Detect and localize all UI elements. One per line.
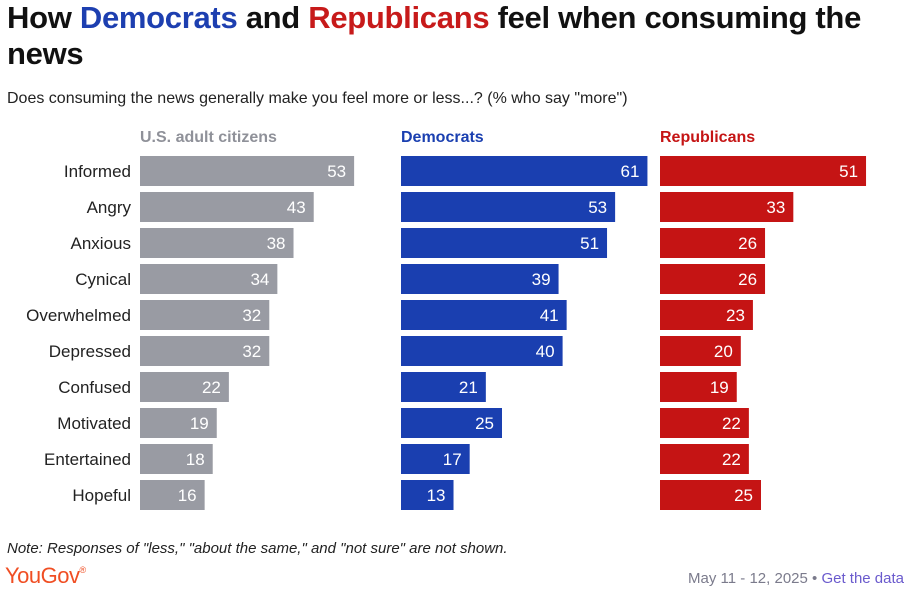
- value-label-adults-hopeful: 16: [178, 486, 197, 505]
- bar-republicans-hopeful: [660, 480, 761, 510]
- category-label-angry: Angry: [87, 198, 132, 217]
- category-label-entertained: Entertained: [44, 450, 131, 469]
- value-label-republicans-cynical: 26: [738, 270, 757, 289]
- bar-democrats-anxious: [401, 228, 608, 258]
- category-label-cynical: Cynical: [75, 270, 131, 289]
- value-label-democrats-overwhelmed: 41: [540, 306, 559, 325]
- logo-text: YouGov: [5, 563, 80, 588]
- value-label-republicans-angry: 33: [766, 198, 785, 217]
- bar-adults-confused: [140, 372, 229, 402]
- bar-democrats-motivated: [401, 408, 502, 438]
- value-label-democrats-confused: 21: [459, 378, 478, 397]
- bar-republicans-informed: [660, 156, 867, 186]
- category-label-confused: Confused: [58, 378, 131, 397]
- title-part-2: and: [237, 0, 309, 35]
- category-label-motivated: Motivated: [57, 414, 131, 433]
- category-label-overwhelmed: Overwhelmed: [26, 306, 131, 325]
- chart-subtitle: Does consuming the news generally make y…: [7, 90, 628, 107]
- title-republicans: Republicans: [308, 0, 490, 35]
- bar-adults-anxious: [140, 228, 294, 258]
- value-label-democrats-anxious: 51: [580, 234, 599, 253]
- category-label-anxious: Anxious: [71, 234, 131, 253]
- value-label-adults-depressed: 32: [242, 342, 261, 361]
- value-label-adults-overwhelmed: 32: [242, 306, 261, 325]
- series-header-adults: U.S. adult citizens: [140, 129, 277, 146]
- bar-republicans-confused: [660, 372, 737, 402]
- chart-title: How Democrats and Republicans feel when …: [7, 0, 907, 72]
- value-label-republicans-entertained: 22: [722, 450, 741, 469]
- bar-adults-informed: [140, 156, 355, 186]
- footer-separator: •: [807, 570, 822, 587]
- footer: May 11 - 12, 2025 • Get the data: [688, 570, 904, 587]
- bar-chart: Informed Angry Anxious Cynical Overwhelmed De…: [26, 129, 867, 510]
- value-label-democrats-motivated: 25: [475, 414, 494, 433]
- logo-mark: ®: [79, 565, 86, 575]
- bar-adults-overwhelmed: [140, 300, 270, 330]
- bar-democrats-entertained: [401, 444, 470, 474]
- value-label-democrats-hopeful: 13: [427, 486, 446, 505]
- value-label-adults-anxious: 38: [267, 234, 286, 253]
- bar-republicans-overwhelmed: [660, 300, 753, 330]
- bar-adults-angry: [140, 192, 314, 222]
- value-label-adults-entertained: 18: [186, 450, 205, 469]
- series-header-democrats: Democrats: [401, 129, 484, 146]
- value-label-democrats-cynical: 39: [532, 270, 551, 289]
- bar-republicans-cynical: [660, 264, 766, 294]
- title-part-1: How: [7, 0, 80, 35]
- value-label-republicans-confused: 19: [710, 378, 729, 397]
- value-label-adults-angry: 43: [287, 198, 306, 217]
- value-label-adults-informed: 53: [327, 162, 346, 181]
- category-label-hopeful: Hopeful: [72, 486, 131, 505]
- bar-adults-motivated: [140, 408, 217, 438]
- bar-republicans-depressed: [660, 336, 741, 366]
- bar-republicans-entertained: [660, 444, 749, 474]
- bar-democrats-confused: [401, 372, 486, 402]
- bar-democrats-overwhelmed: [401, 300, 567, 330]
- bar-democrats-angry: [401, 192, 616, 222]
- bar-democrats-cynical: [401, 264, 559, 294]
- series-header-republicans: Republicans: [660, 129, 755, 146]
- value-label-republicans-depressed: 20: [714, 342, 733, 361]
- bar-adults-depressed: [140, 336, 270, 366]
- bar-republicans-angry: [660, 192, 794, 222]
- value-label-republicans-hopeful: 25: [734, 486, 753, 505]
- bar-democrats-hopeful: [401, 480, 454, 510]
- value-label-adults-motivated: 19: [190, 414, 209, 433]
- value-label-adults-cynical: 34: [250, 270, 269, 289]
- bar-adults-cynical: [140, 264, 278, 294]
- title-part-3: feel when consuming the news: [7, 0, 862, 71]
- value-label-republicans-motivated: 22: [722, 414, 741, 433]
- yougov-logo: YouGov®: [5, 563, 86, 589]
- footer-date: May 11 - 12, 2025: [688, 570, 808, 587]
- value-label-democrats-entertained: 17: [443, 450, 462, 469]
- value-label-adults-confused: 22: [202, 378, 221, 397]
- bar-adults-hopeful: [140, 480, 205, 510]
- category-label-informed: Informed: [64, 162, 131, 181]
- bar-democrats-depressed: [401, 336, 563, 366]
- bar-adults-entertained: [140, 444, 213, 474]
- bar-democrats-informed: [401, 156, 648, 186]
- chart-note: Note: Responses of "less," "about the sa…: [7, 540, 508, 557]
- value-label-democrats-angry: 53: [588, 198, 607, 217]
- value-label-republicans-informed: 51: [839, 162, 858, 181]
- value-label-democrats-depressed: 40: [536, 342, 555, 361]
- category-label-depressed: Depressed: [49, 342, 131, 361]
- get-the-data-link[interactable]: Get the data: [821, 570, 904, 587]
- title-democrats: Democrats: [79, 0, 238, 35]
- value-label-republicans-overwhelmed: 23: [726, 306, 745, 325]
- value-label-republicans-anxious: 26: [738, 234, 757, 253]
- bar-republicans-anxious: [660, 228, 766, 258]
- value-label-democrats-informed: 61: [621, 162, 640, 181]
- bar-republicans-motivated: [660, 408, 749, 438]
